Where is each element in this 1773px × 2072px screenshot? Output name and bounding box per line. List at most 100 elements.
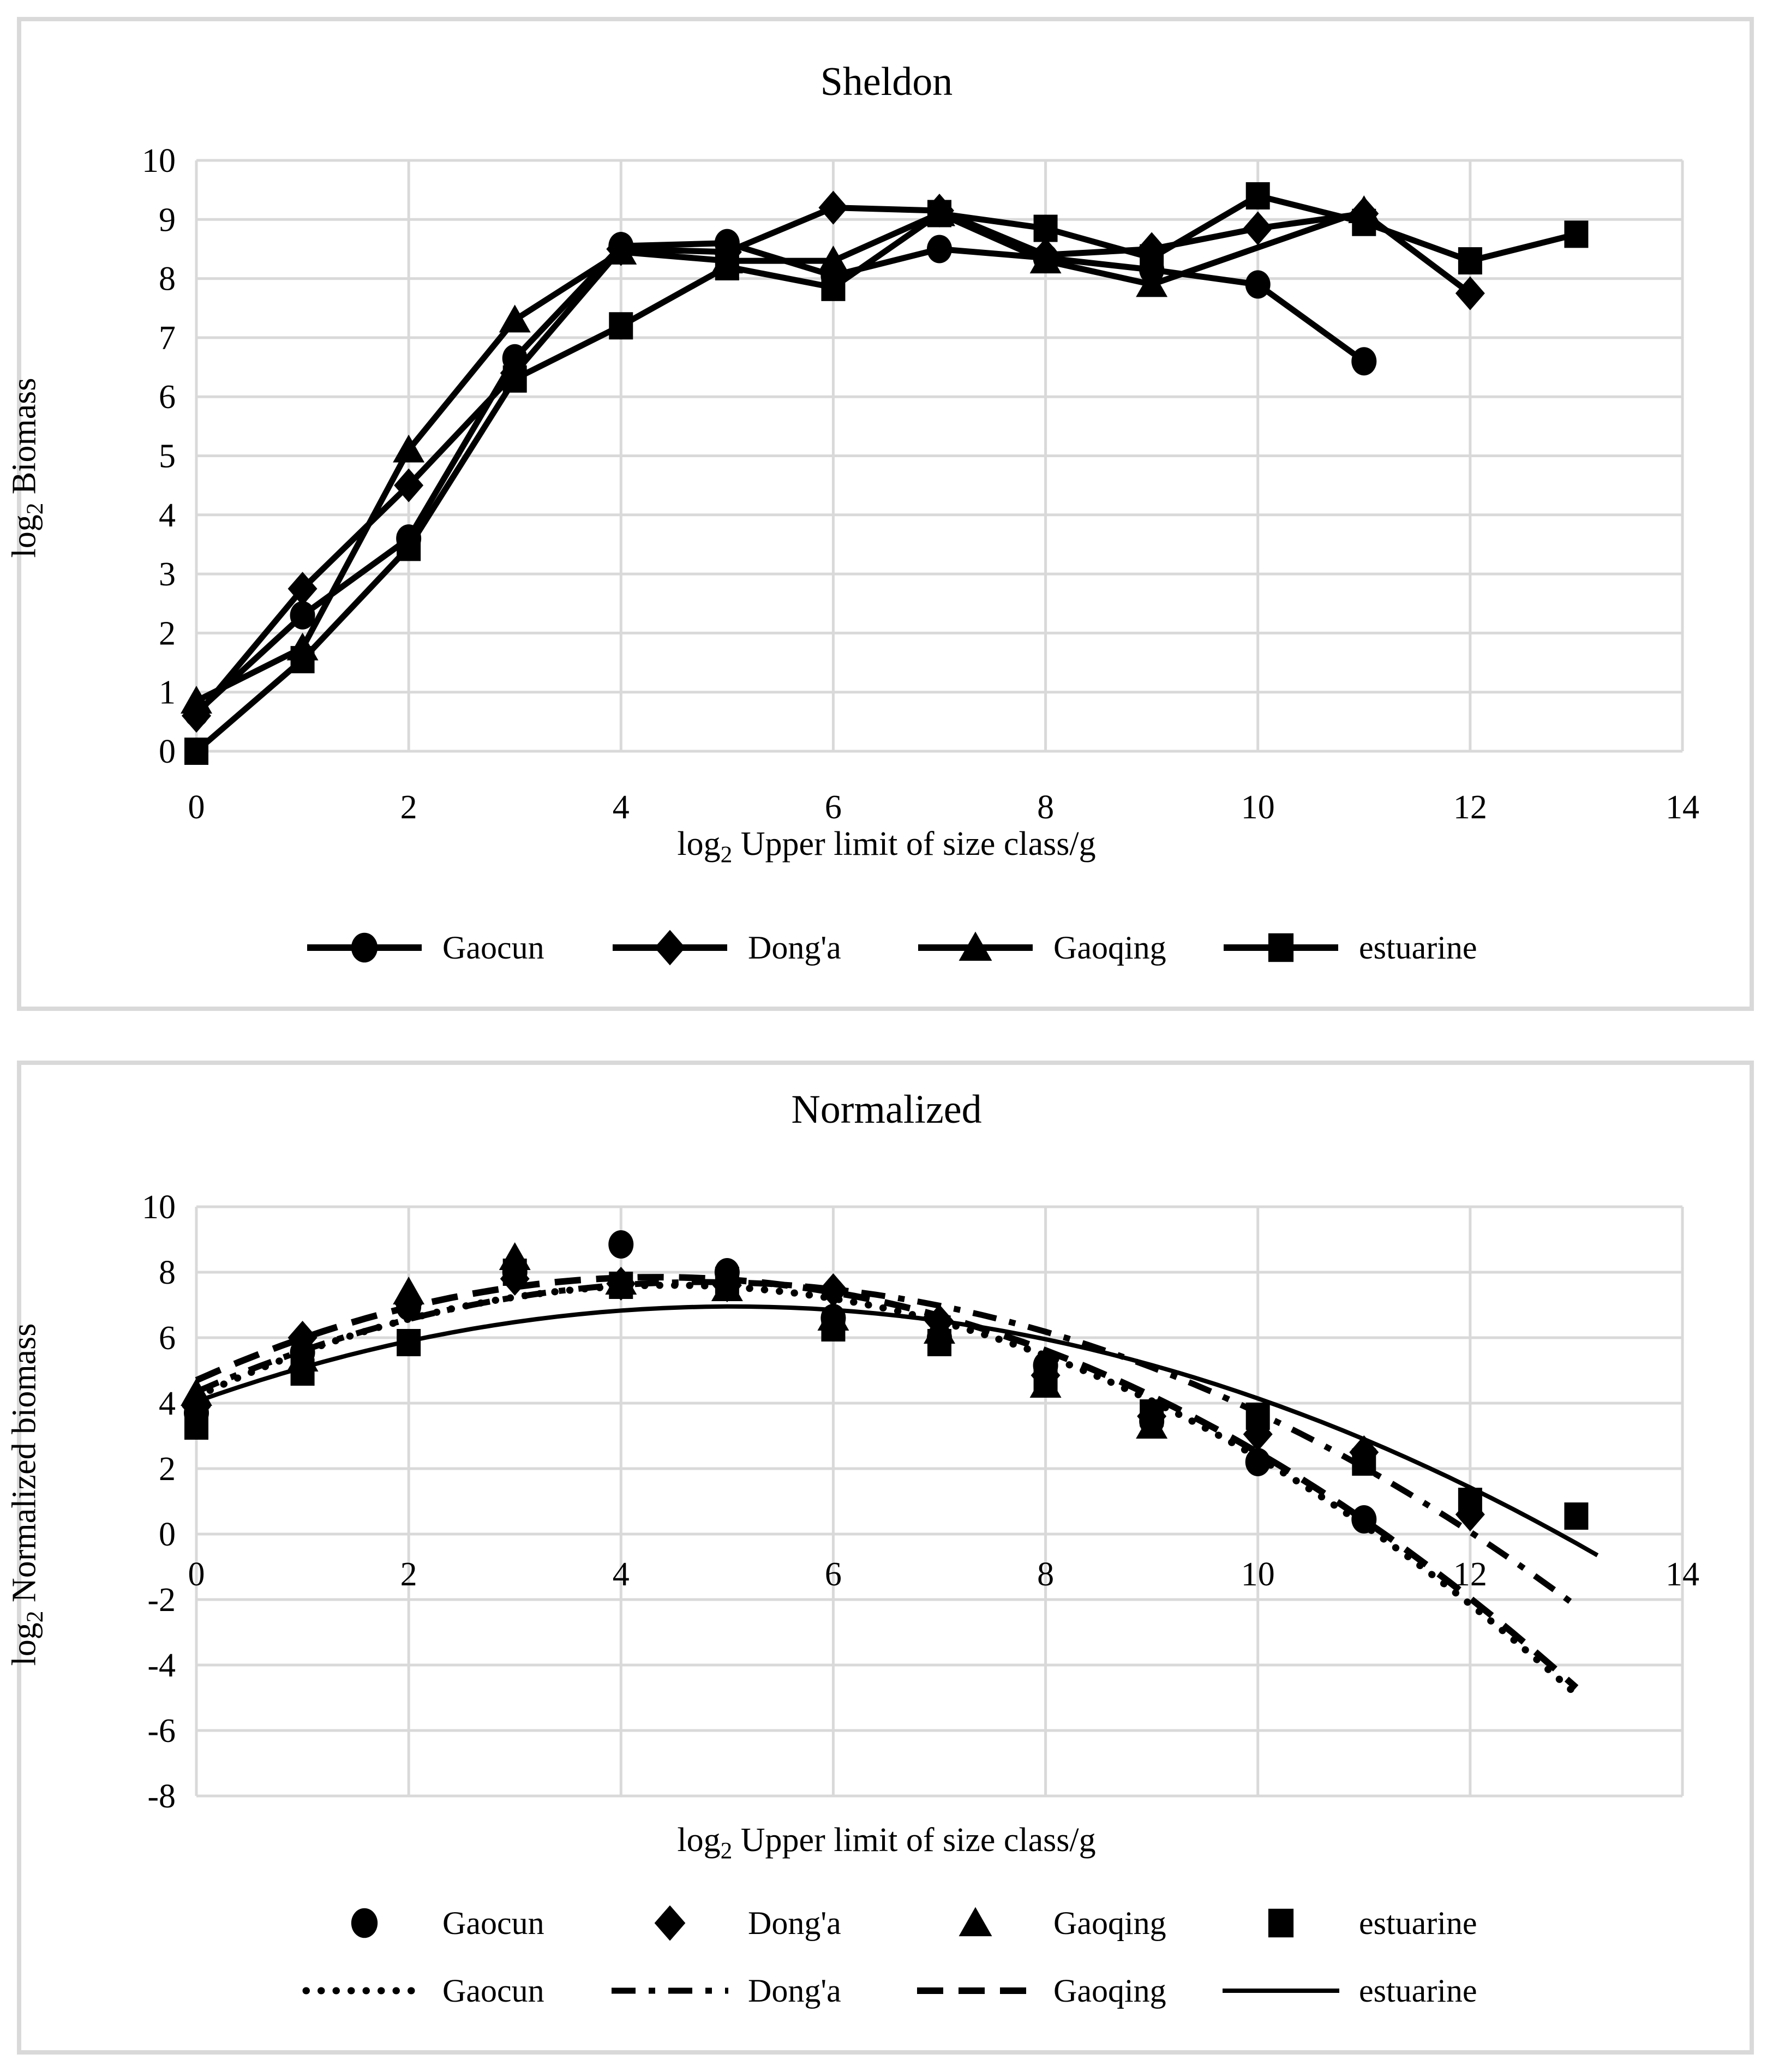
circle-marker bbox=[351, 932, 378, 963]
gaocun-line-marker-icon bbox=[307, 932, 422, 963]
y-axis-label-rest: Biomass bbox=[5, 378, 43, 503]
y-tick-label: 9 bbox=[159, 201, 176, 238]
diamond-marker bbox=[287, 1321, 318, 1355]
x-axis-label-log: log bbox=[677, 1822, 721, 1859]
normalized-chart-panel bbox=[17, 1061, 1754, 2055]
y-tick-label: -2 bbox=[147, 1582, 176, 1619]
normalized-y-axis-label: log2 Normalized biomass bbox=[5, 1324, 48, 1666]
estuarine-marker-icon bbox=[1268, 1908, 1294, 1938]
legend-item-estuarine: estuarine bbox=[1218, 1900, 1477, 1947]
square-marker bbox=[502, 365, 527, 393]
square-marker bbox=[1564, 1502, 1589, 1530]
sheldon-legend: Gaocun Dong'a Gaoqing estuarine bbox=[17, 924, 1754, 971]
square-marker bbox=[184, 1412, 208, 1440]
legend-label: Gaocun bbox=[442, 1972, 544, 2009]
y-tick-label: 4 bbox=[159, 1385, 176, 1422]
x-tick-label: 8 bbox=[1037, 789, 1054, 826]
y-tick-label: 6 bbox=[159, 379, 176, 416]
y-tick-label: 8 bbox=[159, 261, 176, 298]
legend-label: estuarine bbox=[1359, 929, 1477, 966]
square-marker bbox=[1352, 1448, 1376, 1476]
dashed-trendline bbox=[195, 1274, 1579, 1690]
square-marker bbox=[821, 1314, 846, 1342]
y-tick-label: 0 bbox=[159, 733, 176, 770]
circle-marker bbox=[1245, 1448, 1271, 1476]
gaoqing-marker-icon bbox=[959, 1907, 992, 1937]
triangle-marker bbox=[181, 1378, 212, 1406]
x-axis-label-log: log bbox=[677, 825, 721, 863]
triangle-marker bbox=[959, 931, 992, 961]
legend-label: Gaocun bbox=[442, 1905, 544, 1941]
donga-marker-icon bbox=[654, 1905, 686, 1941]
diamond-marker bbox=[1455, 276, 1485, 310]
square-marker bbox=[609, 1272, 633, 1299]
x-tick-label: 12 bbox=[1453, 789, 1487, 826]
sheldon-chart-title: Sheldon bbox=[820, 59, 953, 104]
diamond-marker bbox=[394, 468, 424, 502]
square-marker bbox=[397, 534, 421, 561]
donga-line-marker-icon bbox=[613, 930, 727, 966]
diamond-marker bbox=[818, 190, 848, 225]
x-axis-label-rest: Upper limit of size class/g bbox=[732, 1822, 1096, 1859]
legend-label: Gaoqing bbox=[1053, 929, 1166, 966]
legend-item-gaoqing-fit: Gaoqing bbox=[913, 1967, 1218, 2014]
y-tick-label: -6 bbox=[147, 1712, 176, 1750]
y-tick-label: 2 bbox=[159, 1451, 176, 1488]
y-tick-label: 7 bbox=[159, 320, 176, 357]
square-marker bbox=[1245, 1403, 1270, 1430]
y-axis-label-log: log bbox=[5, 1622, 43, 1666]
legend-label: Dong'a bbox=[748, 929, 841, 966]
diamond-marker bbox=[287, 572, 318, 606]
legend-label: estuarine bbox=[1359, 1972, 1477, 2009]
legend-item-donga: Dong'a bbox=[607, 924, 913, 971]
square-marker bbox=[1140, 1399, 1164, 1427]
x-axis-label-sub: 2 bbox=[720, 841, 733, 868]
circle-marker bbox=[290, 601, 315, 630]
legend-item-gaocun: Gaocun bbox=[302, 924, 607, 971]
x-tick-label: 4 bbox=[613, 789, 630, 826]
y-tick-label: -4 bbox=[147, 1647, 176, 1684]
y-axis-label-sub: 2 bbox=[21, 502, 48, 515]
triangle-marker bbox=[393, 1277, 425, 1304]
square-marker bbox=[1033, 1367, 1058, 1394]
circle-marker bbox=[1351, 347, 1377, 376]
legend-item-gaoqing: Gaoqing bbox=[913, 1900, 1218, 1947]
x-tick-label: 6 bbox=[825, 789, 842, 826]
legend-label: estuarine bbox=[1359, 1905, 1477, 1941]
square-marker bbox=[715, 253, 739, 280]
x-tick-label: 14 bbox=[1666, 789, 1699, 826]
estuarine-line bbox=[194, 193, 1577, 754]
circle-marker bbox=[927, 235, 952, 264]
square-marker bbox=[609, 312, 633, 340]
circle-marker bbox=[1351, 1505, 1377, 1534]
sheldon-y-axis-label: log2 Biomass bbox=[5, 277, 48, 659]
triangle-marker bbox=[499, 304, 531, 333]
y-tick-label: 1 bbox=[159, 674, 176, 711]
y-tick-label: 6 bbox=[159, 1320, 176, 1357]
y-tick-label: 10 bbox=[142, 1189, 176, 1226]
square-marker bbox=[1245, 182, 1270, 209]
circle-marker bbox=[351, 1908, 378, 1938]
y-tick-label: 5 bbox=[159, 438, 176, 475]
triangle-marker bbox=[181, 685, 212, 714]
y-tick-label: 2 bbox=[159, 615, 176, 652]
x-tick-label: 10 bbox=[1241, 1556, 1275, 1593]
y-tick-label: 3 bbox=[159, 556, 176, 593]
triangle-marker bbox=[1029, 245, 1062, 274]
gaocun-marker-icon bbox=[351, 1908, 378, 1938]
triangle-marker bbox=[1136, 269, 1168, 297]
y-axis-label-sub: 2 bbox=[21, 1610, 48, 1623]
circle-marker bbox=[608, 1230, 634, 1259]
triangle-marker bbox=[393, 434, 425, 463]
diamond-marker bbox=[1243, 211, 1273, 245]
dashed-line-icon bbox=[917, 1987, 1034, 1994]
y-tick-label: 10 bbox=[142, 142, 176, 179]
square-marker bbox=[1140, 244, 1164, 272]
x-tick-label: 0 bbox=[188, 789, 205, 826]
legend-item-estuarine: estuarine bbox=[1218, 924, 1477, 971]
square-marker bbox=[1458, 247, 1482, 275]
legend-item-donga-fit: Dong'a bbox=[607, 1967, 913, 2014]
